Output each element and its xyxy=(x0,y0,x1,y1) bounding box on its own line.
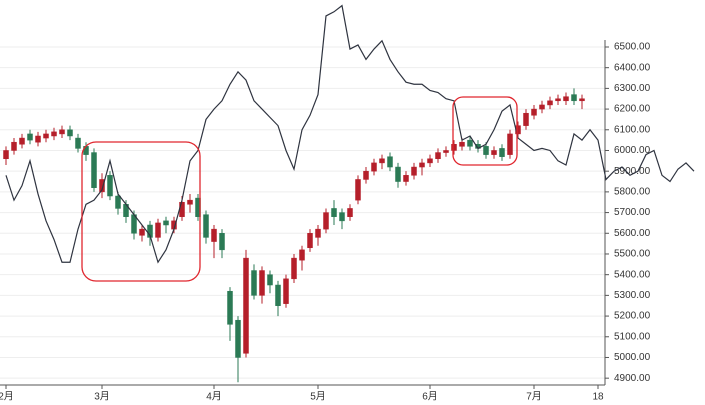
candle-body xyxy=(387,156,393,168)
candle-body xyxy=(235,319,241,358)
y-tick-label: 6200.00 xyxy=(614,104,651,115)
y-tick-label: 5900.00 xyxy=(614,166,651,177)
candle-body xyxy=(275,284,281,306)
candle-body xyxy=(363,170,369,180)
y-tick-label: 6500.00 xyxy=(614,42,651,53)
highlight-box xyxy=(452,96,518,166)
candle-body xyxy=(443,150,449,153)
candle-body xyxy=(323,212,329,230)
y-tick-label: 5200.00 xyxy=(614,311,651,322)
y-tick-label: 4900.00 xyxy=(614,373,651,384)
candle-body xyxy=(259,270,265,296)
y-tick-label: 6300.00 xyxy=(614,83,651,94)
candle-body xyxy=(435,152,441,160)
candle-body xyxy=(467,139,473,147)
candle-body xyxy=(379,158,385,164)
candle-body xyxy=(315,228,321,238)
candle-body xyxy=(291,257,297,280)
y-tick-label: 5000.00 xyxy=(614,352,651,363)
x-tick-label: 5月 xyxy=(310,391,326,403)
candle-body xyxy=(491,150,497,155)
candle-body xyxy=(395,166,401,182)
candle-body xyxy=(35,135,41,143)
y-tick-label: 5600.00 xyxy=(614,228,651,239)
y-tick-label: 5300.00 xyxy=(614,290,651,301)
y-tick-label: 5400.00 xyxy=(614,269,651,280)
x-tick-label: 2月 xyxy=(0,391,14,403)
candle-body xyxy=(59,129,65,135)
x-tick-label: 18 xyxy=(592,392,604,403)
candle-body xyxy=(299,249,305,261)
candle-body xyxy=(139,228,145,236)
candle-body xyxy=(219,233,225,251)
candle-body xyxy=(547,100,553,106)
candle-body xyxy=(523,112,529,126)
y-tick-label: 5800.00 xyxy=(614,187,651,198)
candle-body xyxy=(243,257,249,354)
candle-body xyxy=(155,222,161,238)
candle-body xyxy=(347,208,353,217)
candle-body xyxy=(483,146,489,155)
candle-body xyxy=(411,166,417,176)
candle-body xyxy=(339,212,345,222)
candle-body xyxy=(67,129,73,137)
x-tick-label: 6月 xyxy=(422,391,438,403)
y-tick-label: 6000.00 xyxy=(614,145,651,156)
candle-body xyxy=(51,131,57,137)
candle-body xyxy=(419,162,425,168)
candle-body xyxy=(163,220,169,226)
candle-body xyxy=(499,148,505,157)
candle-body xyxy=(579,98,585,102)
candle-body xyxy=(571,94,577,102)
candle-body xyxy=(331,208,337,217)
candle-body xyxy=(307,233,313,249)
candle-body xyxy=(267,274,273,286)
candle-body xyxy=(203,214,209,238)
x-tick-label: 4月 xyxy=(206,391,222,403)
candle-body xyxy=(539,104,545,110)
candle-body xyxy=(43,133,49,139)
candle-body xyxy=(27,133,33,141)
candle-body xyxy=(75,137,81,149)
candle-body xyxy=(99,179,105,193)
y-tick-label: 6400.00 xyxy=(614,62,651,73)
candle-body xyxy=(283,278,289,304)
candle-body xyxy=(3,150,9,160)
y-tick-label: 5700.00 xyxy=(614,207,651,218)
candle-body xyxy=(459,141,465,147)
line-series xyxy=(5,4,695,264)
candle-body xyxy=(451,144,457,151)
candle-body xyxy=(531,108,537,116)
candle-body xyxy=(227,290,233,325)
highlight-box xyxy=(81,141,201,282)
x-tick-label: 3月 xyxy=(94,391,110,403)
candle-body xyxy=(107,175,113,197)
candle-body xyxy=(19,137,25,145)
candle-body xyxy=(507,133,513,155)
candle-body xyxy=(91,152,97,188)
candle-body xyxy=(427,158,433,164)
candle-body xyxy=(355,179,361,201)
candle-body xyxy=(251,270,257,296)
candle-body xyxy=(563,96,569,102)
y-tick-label: 6100.00 xyxy=(614,124,651,135)
candle-body xyxy=(371,162,377,172)
y-tick-label: 5500.00 xyxy=(614,249,651,260)
candle-body xyxy=(403,175,409,182)
candle-body xyxy=(211,228,217,242)
candle-body xyxy=(115,195,121,209)
candle-body xyxy=(187,199,193,205)
candle-body xyxy=(11,141,17,151)
x-tick-label: 7月 xyxy=(526,391,542,403)
candle-body xyxy=(555,98,561,102)
y-tick-label: 5100.00 xyxy=(614,331,651,342)
